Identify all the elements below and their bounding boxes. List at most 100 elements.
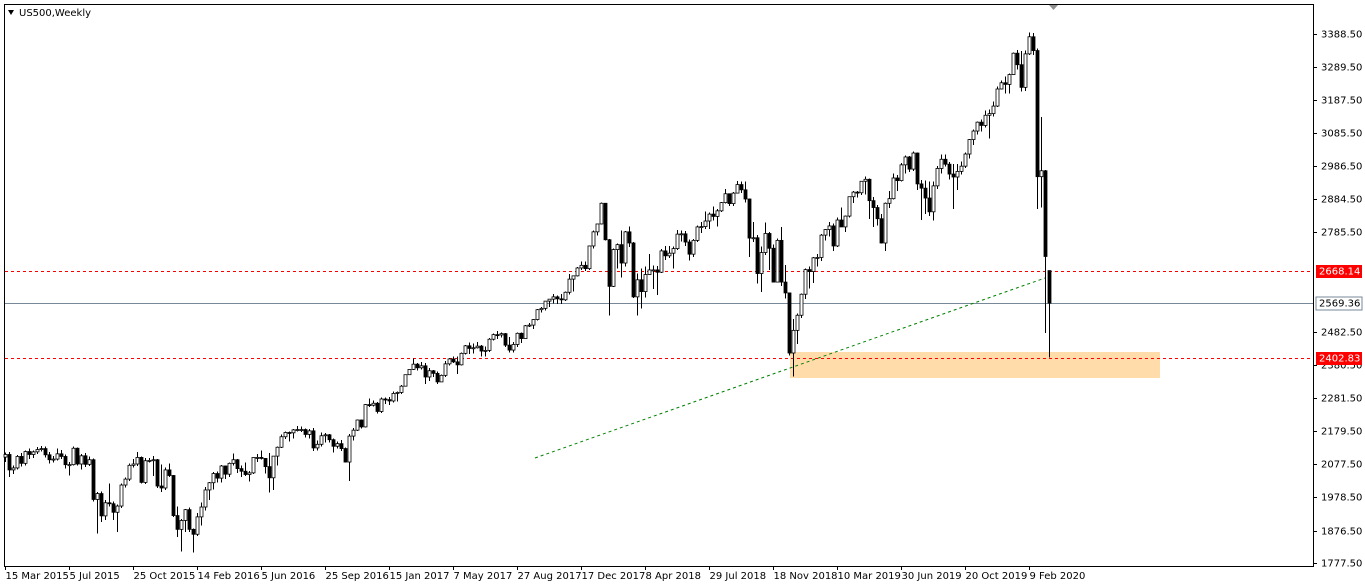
candle-body: [871, 200, 876, 208]
candle-body: [683, 233, 688, 243]
candle-body: [379, 398, 384, 412]
candle-body: [831, 225, 836, 247]
x-tick-label: 25 Sep 2016: [326, 571, 389, 582]
candle-body: [675, 233, 680, 249]
candle-body: [531, 319, 536, 326]
candle-body: [587, 245, 592, 270]
candle-body: [67, 464, 72, 467]
candle-body: [511, 344, 516, 351]
candle-body: [775, 239, 780, 283]
candle-body: [975, 121, 980, 132]
candle-body: [575, 267, 580, 277]
candle-body: [163, 469, 168, 489]
price-label: 2668.14: [1319, 267, 1360, 278]
candle-body: [967, 139, 972, 155]
candle-body: [1031, 36, 1036, 51]
candle-body: [1039, 170, 1044, 178]
candle-body: [687, 241, 692, 255]
candle-body: [991, 105, 996, 115]
candle-body: [691, 239, 696, 255]
candle-body: [907, 156, 912, 170]
x-tick-label: 5 Jun 2016: [262, 571, 316, 582]
y-tick-label: 2986.50: [1321, 162, 1362, 173]
candle-body: [91, 459, 96, 500]
candle-body: [923, 187, 928, 199]
candle-body: [167, 469, 172, 476]
candle-body: [99, 493, 104, 517]
candle-body: [171, 475, 176, 516]
candle-body: [583, 264, 588, 270]
candle-body: [355, 419, 360, 431]
candle-body: [235, 459, 240, 470]
candle-body: [743, 189, 748, 200]
candle-body: [843, 215, 848, 228]
candle-body: [411, 363, 416, 370]
candle-body: [539, 307, 544, 311]
candle-body: [131, 463, 136, 466]
candle-body: [891, 177, 896, 200]
candle-body: [119, 484, 124, 507]
candle-body: [387, 399, 392, 402]
candle-body: [367, 404, 372, 406]
candle-body: [219, 465, 224, 479]
candle-body: [383, 398, 388, 401]
x-tick-label: 7 May 2017: [454, 571, 513, 582]
candle-body: [1035, 50, 1040, 178]
candle-body: [43, 448, 48, 456]
candle-body: [943, 158, 948, 165]
candle-body: [799, 293, 804, 316]
candle-body: [759, 252, 764, 274]
candle-body: [419, 365, 424, 369]
candle-body: [643, 274, 648, 293]
candle-body: [211, 473, 216, 484]
candle-body: [135, 457, 140, 465]
candle-body: [1043, 170, 1048, 257]
candle-body: [479, 345, 484, 352]
candle-body: [603, 202, 608, 241]
candle-body: [723, 193, 728, 204]
candle-body: [275, 446, 280, 457]
chart-title: US500,Weekly: [19, 8, 91, 19]
candle-body: [731, 192, 736, 205]
x-tick-label: 17 Dec 2017: [582, 571, 646, 582]
x-tick-label: 29 Jul 2018: [710, 571, 767, 582]
candle-body: [39, 448, 44, 450]
candle-body: [3, 454, 8, 458]
candle-body: [551, 296, 556, 300]
candle-body: [751, 237, 756, 240]
support-zone: [790, 351, 1160, 379]
candle-body: [279, 436, 284, 448]
candle-body: [955, 171, 960, 178]
candle-body: [543, 300, 548, 309]
candle-body: [483, 349, 488, 352]
candle-body: [755, 237, 760, 274]
candle-body: [963, 153, 968, 167]
candle-body: [703, 220, 708, 227]
candle-body: [807, 269, 812, 272]
candle-body: [983, 114, 988, 126]
candle-body: [495, 334, 500, 337]
candle-body: [207, 482, 212, 491]
x-tick-label: 20 Oct 2019: [966, 571, 1028, 582]
candle-body: [123, 478, 128, 486]
candle-body: [327, 434, 332, 441]
candle-body: [555, 296, 560, 300]
chart-shift-marker[interactable]: [1049, 5, 1058, 10]
symbol-menu-arrow[interactable]: [8, 10, 14, 15]
candle-body: [1047, 270, 1052, 304]
candle-body: [739, 184, 744, 191]
candle-body: [899, 164, 904, 182]
candle-body: [935, 168, 940, 187]
candle-body: [231, 459, 236, 464]
candle-body: [459, 352, 464, 366]
candle-body: [359, 419, 364, 428]
price-label: 2402.83: [1319, 354, 1360, 365]
y-tick-label: 2077.50: [1321, 460, 1362, 471]
y-tick-label: 1978.50: [1321, 493, 1362, 504]
candle-body: [627, 231, 632, 244]
candle-body: [215, 473, 220, 479]
candle-body: [255, 457, 260, 459]
candle-body: [879, 218, 884, 244]
candle-body: [347, 435, 352, 463]
candle-body: [431, 370, 436, 374]
